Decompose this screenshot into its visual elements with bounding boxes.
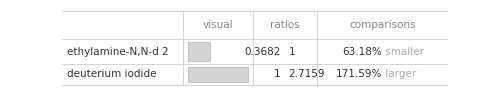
Text: ratios: ratios <box>270 20 300 30</box>
Bar <box>188 67 248 82</box>
Text: 1: 1 <box>289 47 295 57</box>
Text: 171.59%: 171.59% <box>336 69 382 79</box>
Text: smaller: smaller <box>382 47 424 57</box>
Text: deuterium iodide: deuterium iodide <box>67 69 156 79</box>
Text: 1: 1 <box>274 69 281 79</box>
Text: 63.18%: 63.18% <box>342 47 382 57</box>
Text: visual: visual <box>203 20 234 30</box>
Text: comparisons: comparisons <box>349 20 415 30</box>
Text: 0.3682: 0.3682 <box>245 47 281 57</box>
Text: ethylamine-N,N-d 2: ethylamine-N,N-d 2 <box>67 47 168 57</box>
Text: 2.7159: 2.7159 <box>289 69 325 79</box>
Bar <box>188 42 210 61</box>
Text: larger: larger <box>382 69 416 79</box>
